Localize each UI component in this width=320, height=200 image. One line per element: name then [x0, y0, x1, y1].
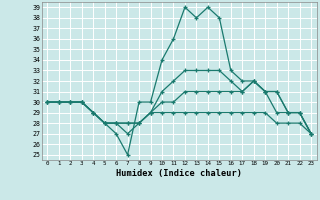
X-axis label: Humidex (Indice chaleur): Humidex (Indice chaleur) [116, 169, 242, 178]
